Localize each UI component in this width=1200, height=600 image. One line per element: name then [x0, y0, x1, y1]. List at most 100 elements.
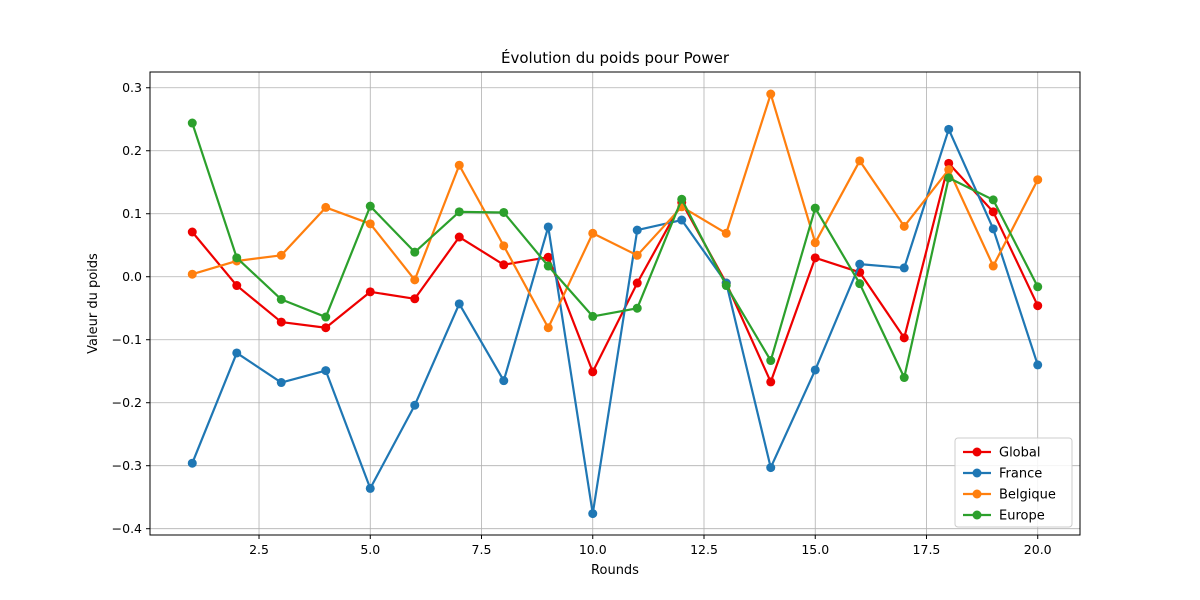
data-point-france — [766, 463, 776, 473]
data-point-belgique — [543, 323, 553, 333]
y-tick-label: 0.1 — [122, 206, 142, 221]
data-point-europe — [410, 247, 420, 257]
data-point-global — [988, 207, 998, 217]
data-point-europe — [499, 207, 509, 217]
data-point-france — [276, 378, 286, 388]
data-point-france — [632, 225, 642, 235]
series-line-global — [191, 162, 1039, 384]
y-tick-label: −0.3 — [112, 458, 142, 473]
data-point-france — [677, 215, 687, 225]
data-point-global — [187, 227, 197, 237]
y-axis-label: Valeur du poids — [86, 253, 101, 354]
data-point-global — [499, 260, 509, 270]
x-axis-ticks: 2.5 5.0 7.5 10.0 12.5 15.0 17.5 20.0 — [249, 535, 1052, 557]
data-point-france — [499, 376, 509, 386]
data-point-global — [454, 232, 464, 242]
data-point-belgique — [321, 202, 331, 212]
data-point-belgique — [454, 160, 464, 170]
y-tick-label: −0.2 — [112, 395, 142, 410]
series-europe — [187, 118, 1043, 383]
legend-swatch-marker — [972, 489, 982, 499]
legend-entry-france: France — [963, 467, 1042, 482]
data-point-belgique — [988, 261, 998, 271]
data-point-france — [588, 509, 598, 519]
y-tick-label: 0.0 — [122, 269, 142, 284]
data-point-belgique — [632, 250, 642, 260]
data-point-global — [543, 252, 553, 262]
chart-title: Évolution du poids pour Power — [501, 48, 730, 67]
data-point-global — [899, 333, 909, 343]
series-global — [187, 158, 1043, 387]
data-point-france — [365, 483, 375, 493]
data-point-belgique — [766, 89, 776, 99]
x-tick-label: 17.5 — [913, 542, 941, 557]
grid — [150, 72, 1080, 535]
data-point-europe — [543, 261, 553, 271]
series-line-europe — [191, 122, 1039, 379]
data-point-europe — [454, 207, 464, 217]
data-point-belgique — [810, 238, 820, 248]
data-point-europe — [232, 253, 242, 263]
legend-entry-europe: Europe — [963, 509, 1045, 524]
data-point-france — [543, 222, 553, 232]
x-axis-label: Rounds — [591, 563, 639, 578]
data-point-belgique — [365, 219, 375, 229]
data-point-europe — [944, 173, 954, 183]
data-point-france — [988, 224, 998, 234]
data-point-europe — [855, 279, 865, 289]
data-point-france — [187, 458, 197, 468]
legend-box — [954, 437, 1073, 528]
x-tick-label: 15.0 — [801, 542, 829, 557]
legend-entry-global: Global — [963, 446, 1040, 461]
y-axis-ticks: −0.4 −0.3 −0.2 −0.1 0.0 0.1 0.2 0.3 — [112, 80, 150, 536]
legend: Global France Belgique Europe — [954, 437, 1073, 528]
data-point-europe — [321, 312, 331, 322]
y-tick-label: 0.2 — [122, 143, 142, 158]
data-point-global — [276, 317, 286, 327]
data-point-belgique — [187, 269, 197, 279]
data-point-belgique — [944, 165, 954, 175]
data-point-france — [321, 366, 331, 376]
data-point-europe — [810, 203, 820, 213]
data-point-france — [810, 365, 820, 375]
data-point-belgique — [899, 221, 909, 231]
data-point-europe — [276, 294, 286, 304]
data-point-belgique — [1033, 175, 1043, 185]
data-point-global — [410, 294, 420, 304]
data-point-global — [632, 278, 642, 288]
legend-swatch-marker — [972, 510, 982, 520]
x-tick-label: 5.0 — [360, 542, 380, 557]
data-point-global — [365, 287, 375, 297]
data-point-global — [588, 367, 598, 377]
data-point-europe — [365, 201, 375, 211]
data-point-france — [410, 400, 420, 410]
data-point-france — [899, 263, 909, 273]
y-tick-label: −0.4 — [112, 521, 142, 536]
data-point-france — [232, 348, 242, 358]
data-point-global — [232, 281, 242, 291]
x-tick-label: 10.0 — [579, 542, 607, 557]
data-point-europe — [187, 118, 197, 128]
data-point-belgique — [588, 228, 598, 238]
data-point-global — [766, 377, 776, 387]
plot-frame — [149, 71, 1081, 536]
series-france — [187, 124, 1043, 519]
legend-entry-belgique: Belgique — [963, 488, 1056, 503]
data-point-global — [944, 158, 954, 168]
x-tick-label: 20.0 — [1024, 542, 1052, 557]
data-point-europe — [677, 194, 687, 204]
data-point-france — [855, 259, 865, 269]
data-point-europe — [721, 281, 731, 291]
data-point-global — [810, 253, 820, 263]
data-point-belgique — [276, 250, 286, 260]
x-tick-label: 12.5 — [690, 542, 718, 557]
data-point-belgique — [855, 156, 865, 166]
legend-label: Europe — [999, 509, 1045, 524]
legend-swatch-marker — [972, 447, 982, 457]
data-point-france — [454, 299, 464, 309]
legend-label: Global — [999, 446, 1040, 461]
data-point-europe — [988, 195, 998, 205]
data-point-france — [944, 124, 954, 134]
